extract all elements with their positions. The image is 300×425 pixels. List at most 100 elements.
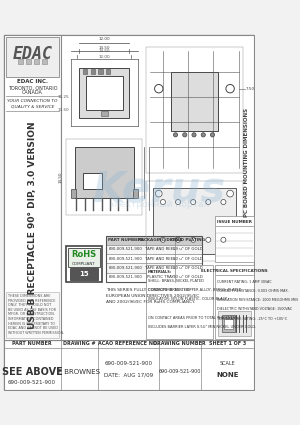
Text: DRAWING #: DRAWING # <box>63 341 95 346</box>
Bar <box>215 216 254 263</box>
Bar <box>106 235 202 245</box>
Text: INCLUDES BARRIER LAYER 0.5U" MIN NICKEL UNDER GOLD.: INCLUDES BARRIER LAYER 0.5U" MIN NICKEL … <box>148 325 256 329</box>
Bar <box>218 311 251 336</box>
Bar <box>75 147 134 198</box>
Text: COMPLIANT: COMPLIANT <box>72 262 96 266</box>
Circle shape <box>227 190 233 197</box>
Text: QUALITY & SERVICE: QUALITY & SERVICE <box>11 104 54 108</box>
Bar <box>146 181 243 261</box>
Circle shape <box>176 199 181 204</box>
Bar <box>70 190 76 198</box>
Text: AND 2002/96/EC FOR RoHS COMPLIANCY.: AND 2002/96/EC FOR RoHS COMPLIANCY. <box>106 300 195 304</box>
Text: ISSUE NUMBER: ISSUE NUMBER <box>217 220 252 224</box>
Text: SCALE: SCALE <box>220 361 236 366</box>
Text: TAPE AND REEL: TAPE AND REEL <box>145 266 175 270</box>
Bar <box>106 69 110 74</box>
Text: 690-009-521-900: 690-009-521-900 <box>109 275 143 279</box>
Text: SEE ABOVE: SEE ABOVE <box>2 367 62 377</box>
Text: 16.25: 16.25 <box>58 95 70 99</box>
Text: CONTACTS: BRASS, COPPER ALLOY, BERGS. PLATED: CONTACTS: BRASS, COPPER ALLOY, BERGS. PL… <box>148 288 241 292</box>
Text: TAPE AND REEL: TAPE AND REEL <box>145 247 175 252</box>
Text: EDAC: EDAC <box>12 45 52 63</box>
Text: ACAO REFERENCE NO.: ACAO REFERENCE NO. <box>98 341 159 346</box>
Text: CANADA: CANADA <box>22 91 43 95</box>
Bar <box>4 340 254 390</box>
Bar <box>98 69 103 74</box>
Text: 690-009-521-900: 690-009-521-900 <box>109 266 143 270</box>
Bar <box>106 272 202 282</box>
Text: 19 u" OF GOLD: 19 u" OF GOLD <box>173 247 203 252</box>
Text: GOLD PLATING: GOLD PLATING <box>171 238 205 242</box>
Text: PROVIDED FOR REFERENCE: PROVIDED FOR REFERENCE <box>8 299 55 303</box>
Circle shape <box>176 237 181 242</box>
Circle shape <box>183 133 187 137</box>
Bar <box>79 68 129 118</box>
Text: EDAC INC.: EDAC INC. <box>17 79 48 85</box>
Text: INFORMATION CONTAINED: INFORMATION CONTAINED <box>8 317 53 321</box>
Text: PLASTIC TRAY: PLASTIC TRAY <box>147 275 174 279</box>
Text: 690-009-521-900: 690-009-521-900 <box>159 369 201 374</box>
Text: USB-B RECEPTACLE 90° DIP, 3.0 VERSION: USB-B RECEPTACLE 90° DIP, 3.0 VERSION <box>28 121 37 329</box>
Text: 690-009-521-900: 690-009-521-900 <box>109 247 143 252</box>
Circle shape <box>221 237 226 242</box>
Text: HEREIN IS PROPRIETARY TO: HEREIN IS PROPRIETARY TO <box>8 322 55 326</box>
Bar <box>224 319 232 329</box>
Text: SHEET 1 OF 3: SHEET 1 OF 3 <box>209 341 246 346</box>
Text: TEMPERATURE RATING: -25°C TO +105°C: TEMPERATURE RATING: -25°C TO +105°C <box>217 317 287 321</box>
Bar <box>106 245 202 254</box>
Bar <box>34 60 39 64</box>
Text: 15: 15 <box>79 271 89 277</box>
Bar <box>86 76 123 110</box>
Bar <box>215 265 254 339</box>
Text: 14.50: 14.50 <box>98 49 110 53</box>
Text: PACKAGING DETAIL: PACKAGING DETAIL <box>138 238 183 242</box>
Text: 7.50: 7.50 <box>246 87 255 91</box>
Bar <box>106 235 202 282</box>
Text: 30 u" OF GOLD: 30 u" OF GOLD <box>173 257 203 261</box>
Circle shape <box>226 85 234 93</box>
Text: электронный портал: электронный портал <box>109 200 209 209</box>
Text: TORONTO, ONTARIO: TORONTO, ONTARIO <box>8 85 57 91</box>
Bar <box>146 47 243 173</box>
Bar <box>101 111 107 116</box>
Text: INSULATION RESISTANCE: 1000 MEGOHMS MIN: INSULATION RESISTANCE: 1000 MEGOHMS MIN <box>217 298 298 302</box>
Circle shape <box>154 85 163 93</box>
Bar <box>68 248 100 266</box>
Text: 13.50: 13.50 <box>58 108 70 112</box>
Text: 12.00: 12.00 <box>98 55 110 59</box>
Bar <box>26 60 31 64</box>
Bar <box>146 265 213 339</box>
Text: F BROWNES: F BROWNES <box>58 368 100 374</box>
Text: 14.50: 14.50 <box>98 45 110 50</box>
Bar <box>133 190 138 198</box>
Text: BE USED AS THE BASIS FOR: BE USED AS THE BASIS FOR <box>8 308 56 312</box>
Text: YOUR CONNECTION TO: YOUR CONNECTION TO <box>7 99 58 103</box>
Text: TAPE AND REEL: TAPE AND REEL <box>145 257 175 261</box>
Bar <box>70 268 98 280</box>
Bar <box>66 246 102 282</box>
Bar <box>171 72 218 130</box>
Circle shape <box>160 199 166 204</box>
Bar <box>4 35 61 340</box>
Text: DATE:  AUG 17/09: DATE: AUG 17/09 <box>104 372 153 377</box>
Bar <box>61 35 254 340</box>
Bar <box>83 69 87 74</box>
Text: MFGR. OR CONSTRUCTION.: MFGR. OR CONSTRUCTION. <box>8 312 55 317</box>
Text: ELECTRICAL SPECIFICATIONS: ELECTRICAL SPECIFICATIONS <box>201 269 268 273</box>
Bar <box>91 69 95 74</box>
Text: ON CONTACT AREAS PRIOR TO TOTAL THICKNESS: ON CONTACT AREAS PRIOR TO TOTAL THICKNES… <box>148 316 238 320</box>
Bar <box>106 264 202 272</box>
Text: THESE DIMENSIONS ARE: THESE DIMENSIONS ARE <box>8 294 50 298</box>
Circle shape <box>173 133 178 137</box>
Circle shape <box>221 199 226 204</box>
Text: NONE: NONE <box>216 372 239 378</box>
Bar <box>6 37 59 77</box>
Circle shape <box>206 199 211 204</box>
Text: EDAC AND CANNOT BE USED: EDAC AND CANNOT BE USED <box>8 326 58 330</box>
Text: 30 u" OF GOLD: 30 u" OF GOLD <box>173 275 203 279</box>
Text: 690-009-521-900: 690-009-521-900 <box>104 361 152 366</box>
Text: ONLY. THEY SHOULD NOT: ONLY. THEY SHOULD NOT <box>8 303 51 307</box>
Text: PART NUMBER: PART NUMBER <box>12 341 52 346</box>
Circle shape <box>160 237 166 242</box>
Bar <box>222 315 235 332</box>
